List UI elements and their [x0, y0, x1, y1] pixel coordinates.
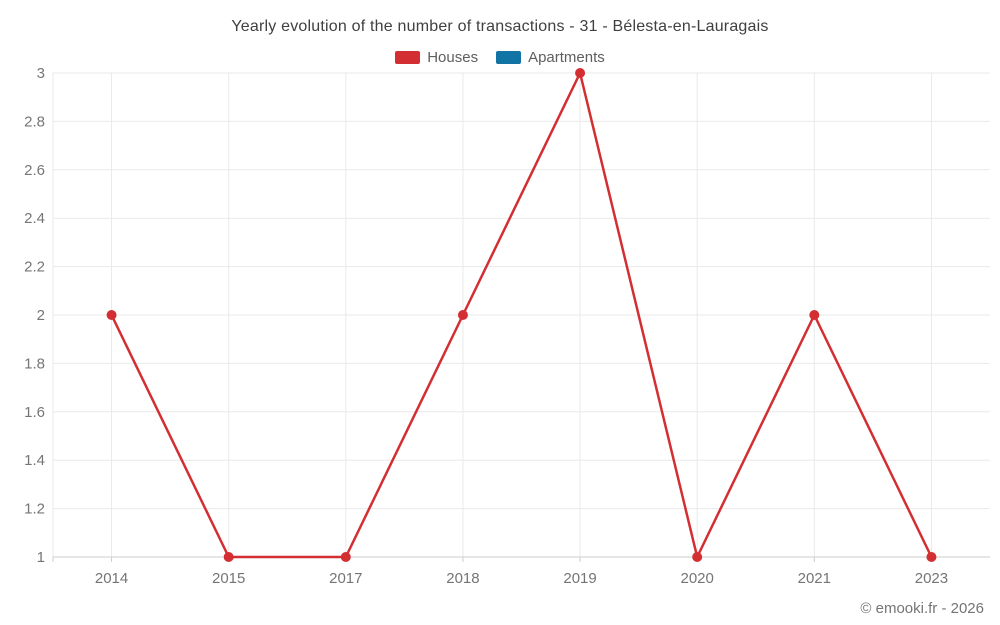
x-axis-tick-label: 2017	[329, 570, 362, 587]
x-axis-tick-label: 2019	[563, 570, 596, 587]
y-axis-tick-label: 3	[37, 65, 45, 82]
chart-title: Yearly evolution of the number of transa…	[231, 18, 769, 35]
data-point-houses[interactable]	[575, 68, 586, 78]
y-axis-tick-label: 2.2	[24, 259, 45, 276]
legend: Houses Apartments	[0, 49, 1000, 66]
x-axis-tick-label: 2015	[212, 570, 245, 587]
x-axis-tick-label: 2023	[915, 570, 948, 587]
houses-series-swatch	[395, 51, 421, 64]
y-axis-tick-label: 1.8	[24, 355, 45, 372]
watermark-credit: © emooki.fr - 2026	[860, 600, 984, 617]
legend-item-apartments[interactable]: Apartments	[496, 49, 605, 66]
y-axis-tick-label: 1.2	[24, 501, 45, 518]
y-axis-tick-label: 1.4	[24, 452, 45, 469]
x-axis-tick-label: 2021	[798, 570, 831, 587]
y-axis-tick-label: 2.6	[24, 162, 45, 179]
data-point-houses[interactable]	[340, 552, 351, 562]
y-axis-tick-label: 1	[37, 549, 45, 566]
legend-label-houses: Houses	[427, 49, 479, 66]
apartments-series-swatch	[496, 51, 522, 64]
y-axis-tick-label: 2.4	[24, 210, 45, 227]
data-point-houses[interactable]	[692, 552, 703, 562]
legend-item-houses[interactable]: Houses	[395, 49, 478, 66]
y-axis-tick-label: 1.6	[24, 404, 45, 421]
series-line-houses	[110, 71, 933, 559]
x-axis-tick-label: 2014	[95, 570, 128, 587]
data-point-houses[interactable]	[457, 310, 468, 320]
data-point-houses[interactable]	[106, 310, 117, 320]
data-point-houses[interactable]	[809, 310, 820, 320]
y-axis-tick-label: 2.8	[24, 113, 45, 130]
data-point-houses[interactable]	[223, 552, 234, 562]
data-point-houses[interactable]	[926, 552, 937, 562]
x-axis-tick-label: 2020	[681, 570, 714, 587]
x-axis-tick-label: 2018	[446, 570, 479, 587]
legend-label-apartments: Apartments	[528, 49, 605, 66]
y-axis-tick-label: 2	[37, 307, 45, 324]
